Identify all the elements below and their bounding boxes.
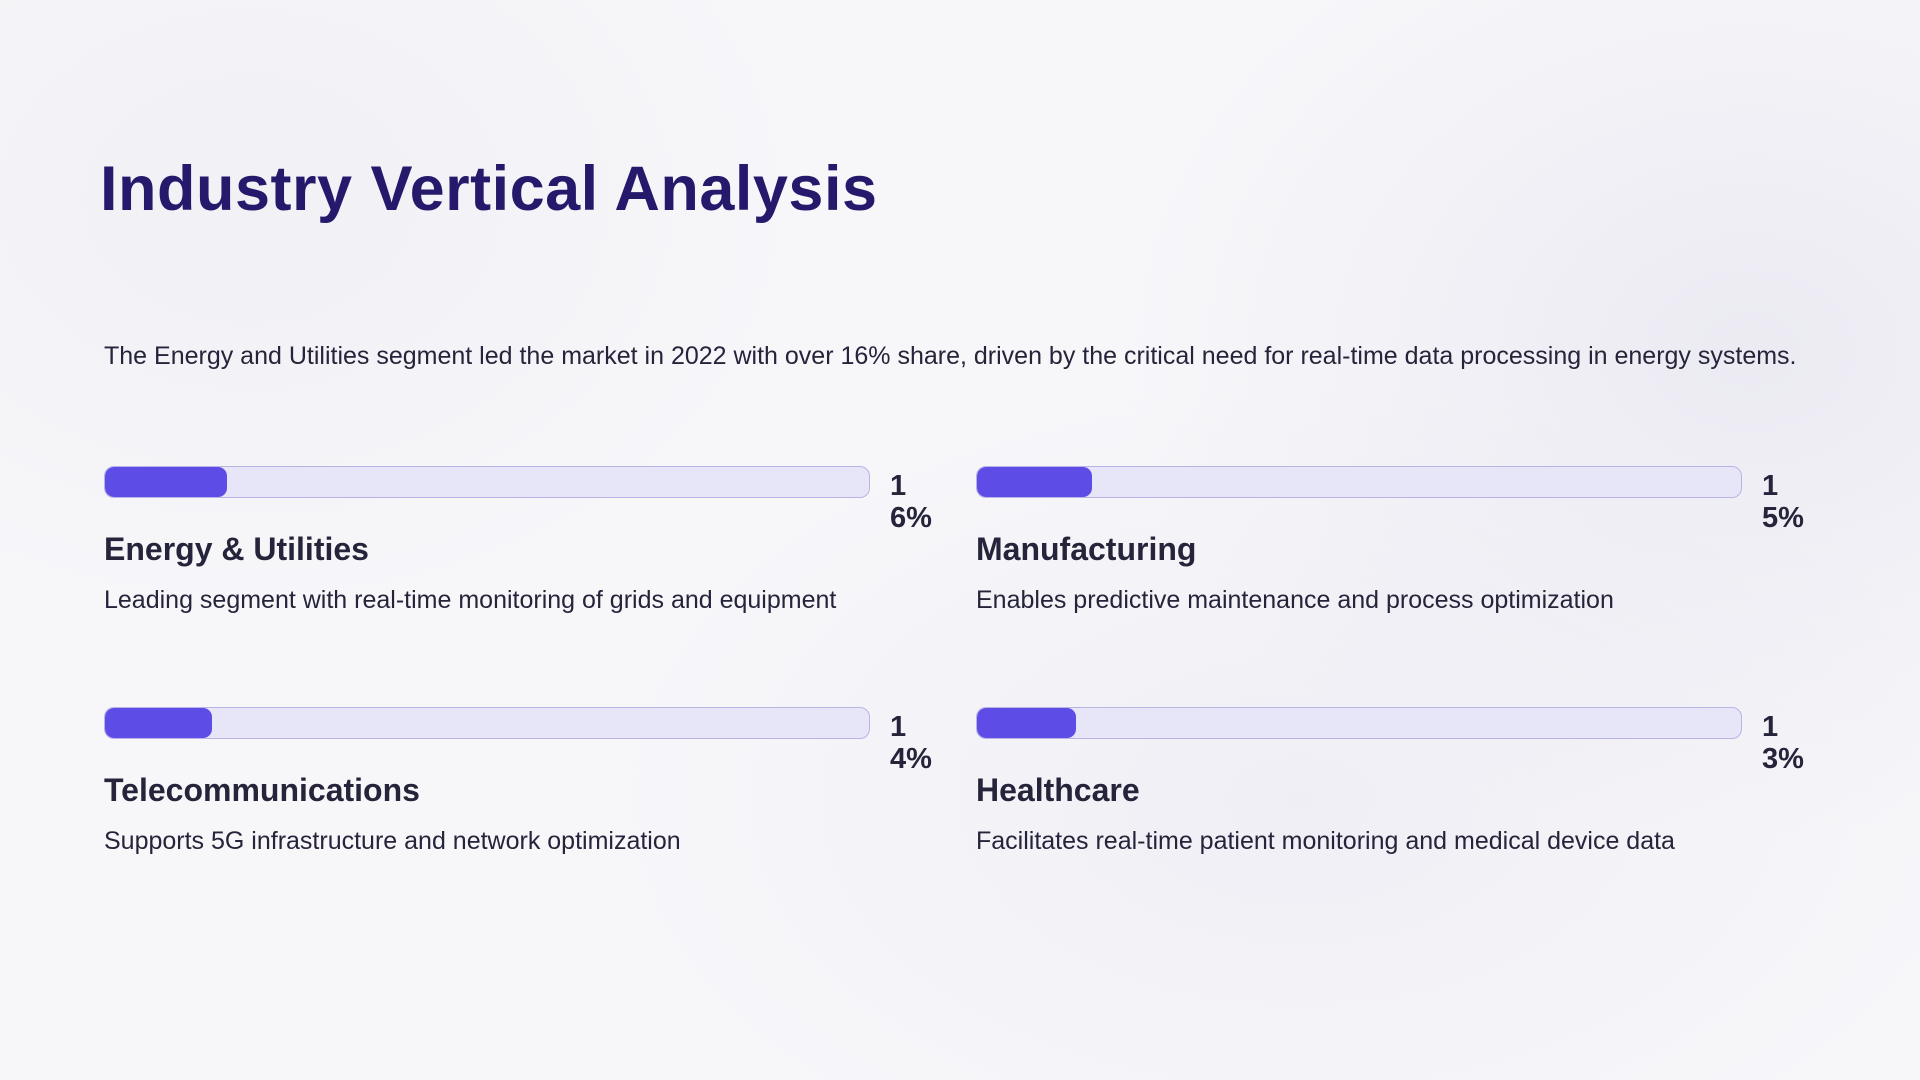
- segment-percentage: 14%: [890, 711, 932, 775]
- segment-description: Leading segment with real-time monitorin…: [104, 586, 837, 614]
- segment-name: Healthcare: [976, 772, 1140, 808]
- progress-track: [976, 466, 1742, 498]
- segment-description: Enables predictive maintenance and proce…: [976, 586, 1614, 614]
- page-title: Industry Vertical Analysis: [100, 154, 878, 224]
- segment-name: Energy & Utilities: [104, 531, 369, 567]
- segment-description: Supports 5G infrastructure and network o…: [104, 827, 681, 855]
- segment-card-energy-utilities: 16% Energy & Utilities Leading segment w…: [104, 466, 932, 707]
- segment-description: Facilitates real-time patient monitoring…: [976, 827, 1675, 855]
- segment-percentage: 16%: [890, 470, 932, 534]
- segment-name: Manufacturing: [976, 531, 1197, 567]
- segment-percentage: 13%: [1762, 711, 1804, 775]
- progress-track: [104, 466, 870, 498]
- progress-fill: [105, 708, 212, 738]
- segment-name: Telecommunications: [104, 772, 420, 808]
- segment-bar-row: 16%: [104, 466, 932, 534]
- progress-track: [104, 707, 870, 739]
- segment-card-healthcare: 13% Healthcare Facilitates real-time pat…: [976, 707, 1804, 948]
- progress-fill: [977, 467, 1092, 497]
- segment-bar-row: 14%: [104, 707, 932, 775]
- segment-card-telecommunications: 14% Telecommunications Supports 5G infra…: [104, 707, 932, 948]
- progress-fill: [105, 467, 228, 497]
- segment-card-manufacturing: 15% Manufacturing Enables predictive mai…: [976, 466, 1804, 707]
- intro-text: The Energy and Utilities segment led the…: [104, 342, 1797, 370]
- segment-percentage: 15%: [1762, 470, 1804, 534]
- segment-bar-row: 15%: [976, 466, 1804, 534]
- progress-track: [976, 707, 1742, 739]
- progress-fill: [977, 708, 1077, 738]
- segment-grid: 16% Energy & Utilities Leading segment w…: [104, 466, 1828, 948]
- segment-bar-row: 13%: [976, 707, 1804, 775]
